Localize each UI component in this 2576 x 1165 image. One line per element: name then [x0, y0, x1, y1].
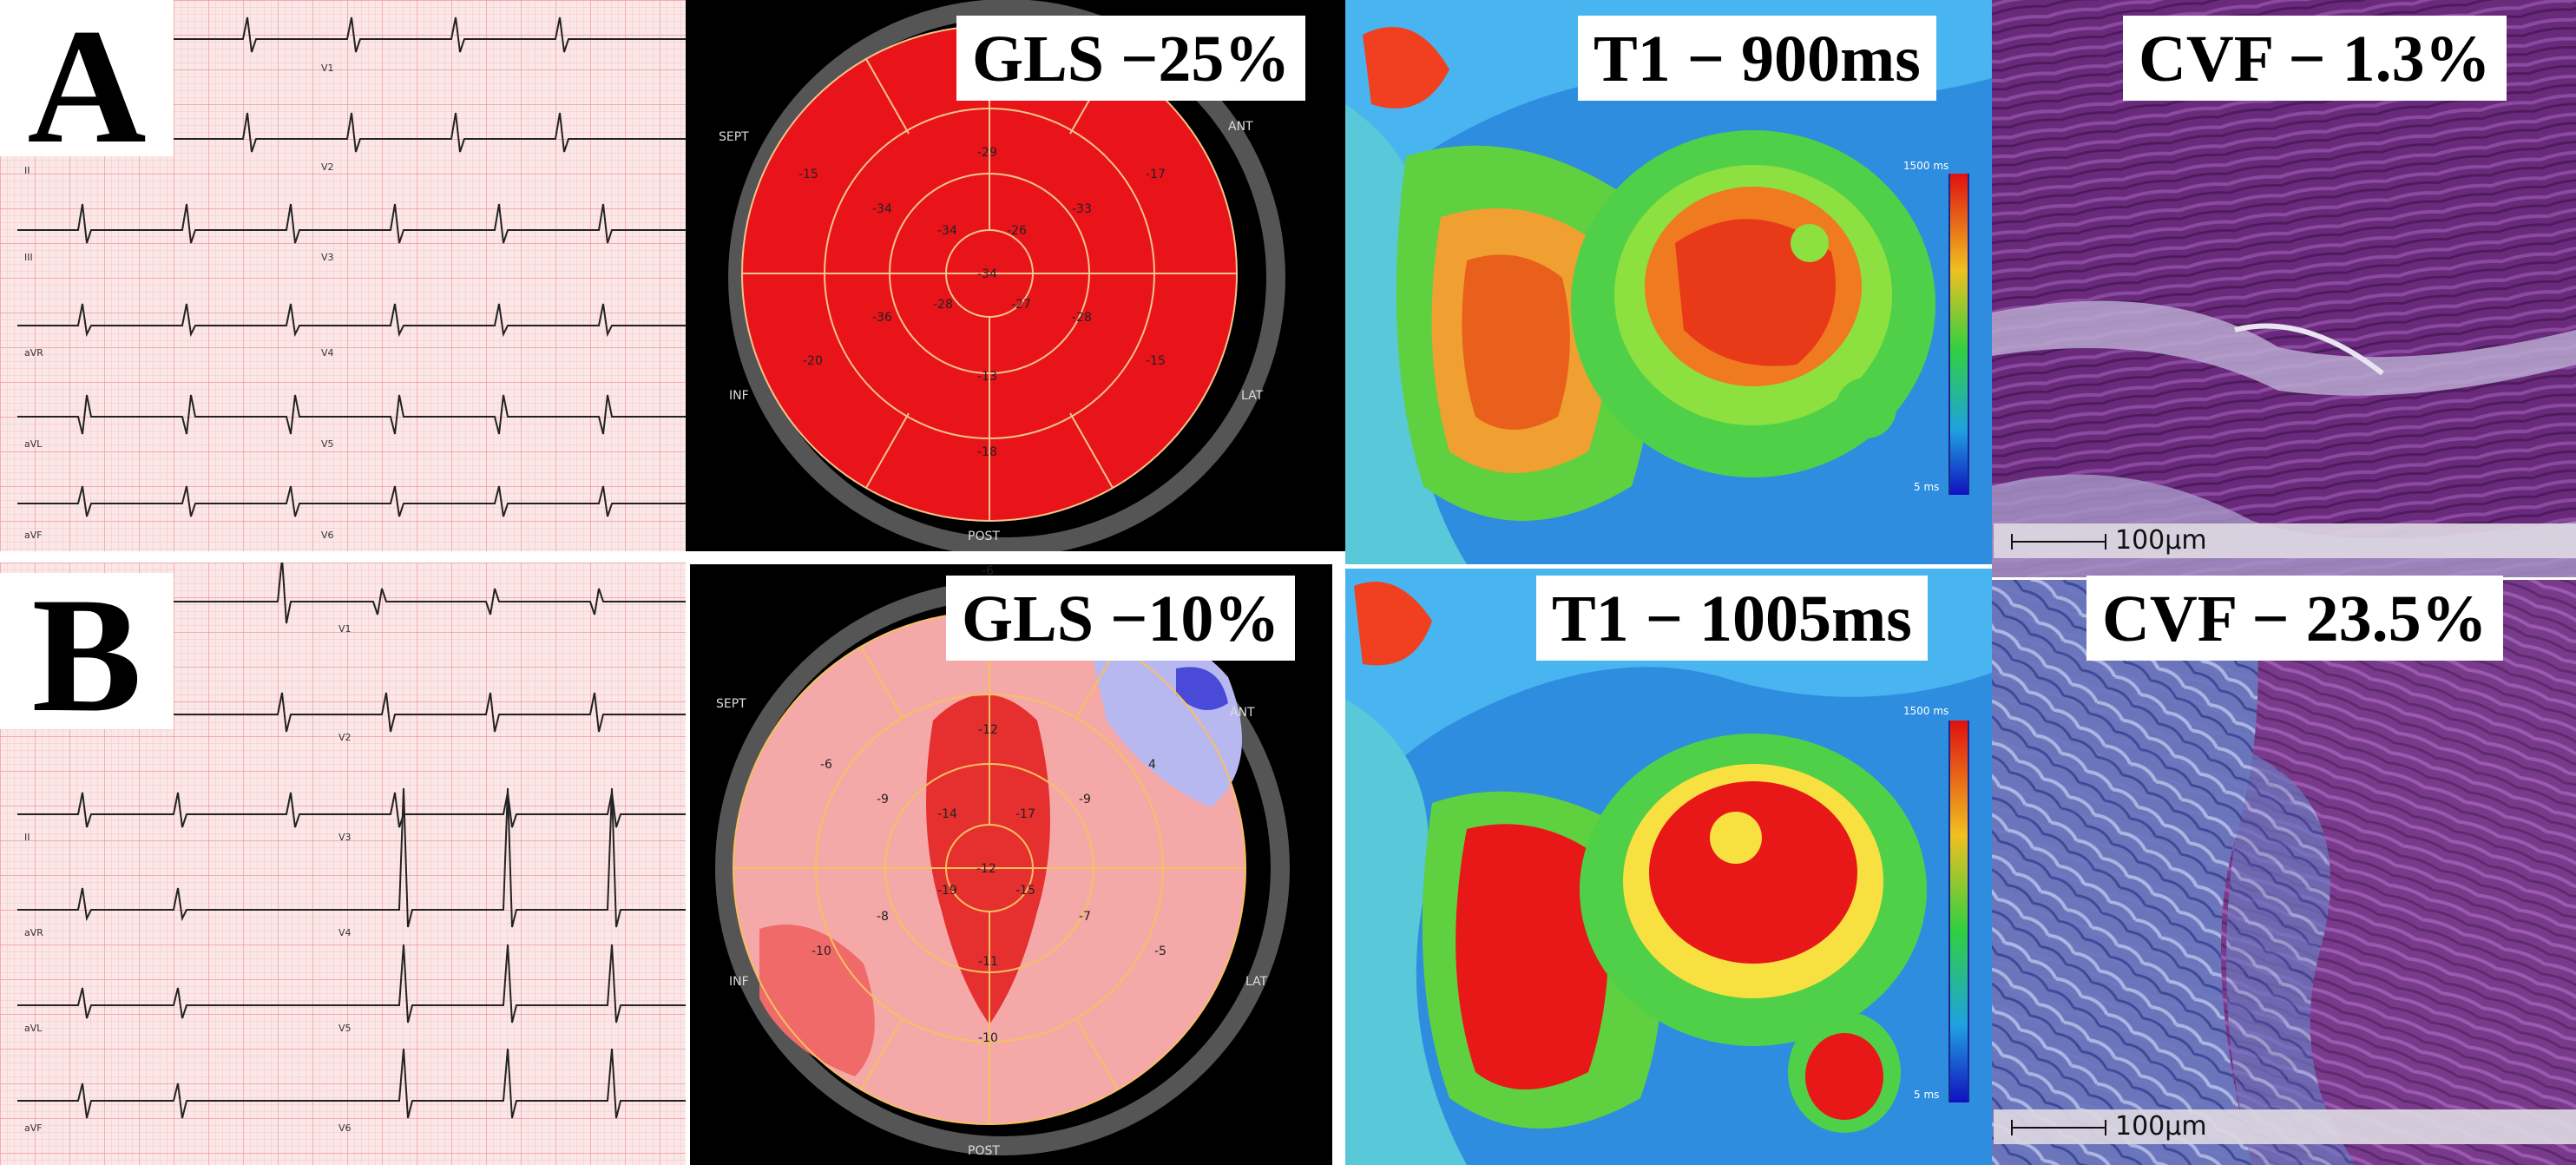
colorbar-max: 1500 ms — [1903, 705, 1948, 717]
ecg-lead-label: V1 — [321, 63, 334, 74]
orientation-label: ANT — [1228, 120, 1253, 134]
orientation-label: LAT — [1241, 389, 1264, 403]
orientation-label: INF — [729, 975, 749, 989]
t1-value-b: T1 − 1005ms — [1536, 576, 1928, 661]
segment-value: -28 — [933, 298, 953, 312]
ecg-lead-label: V1 — [338, 623, 352, 635]
segment-value: -19 — [937, 884, 957, 898]
segment-value: -26 — [1007, 224, 1027, 238]
segment-value: 4 — [1148, 758, 1156, 772]
segment-value: -18 — [977, 445, 997, 459]
segment-value: -15 — [1015, 884, 1035, 898]
segment-value: -9 — [877, 793, 889, 806]
segment-value: -36 — [872, 311, 892, 325]
orientation-label: ANT — [1230, 706, 1255, 720]
segment-value: -34 — [977, 267, 997, 281]
segment-value: -11 — [978, 955, 998, 969]
ecg-lead-label: V3 — [321, 252, 334, 263]
ecg-lead-label: aVL — [24, 438, 43, 450]
gls-value-a: GLS −25% — [956, 16, 1306, 101]
ecg-lead-label: V6 — [321, 530, 334, 541]
scale-bar-a: 100µm — [1994, 523, 2576, 558]
segment-value: -17 — [1146, 168, 1166, 181]
segment-value: -15 — [1146, 354, 1166, 368]
scale-bar-b: 100µm — [1994, 1109, 2576, 1144]
cvf-value-b: CVF − 23.5% — [2086, 576, 2503, 661]
segment-value: -20 — [803, 354, 823, 368]
orientation-label: SEPT — [719, 130, 749, 144]
segment-value: -10 — [978, 1031, 998, 1045]
ecg-lead-label: V2 — [338, 732, 352, 743]
gls-value-b: GLS −10% — [946, 576, 1296, 661]
row-label-b: B — [0, 573, 174, 738]
orientation-label: INF — [729, 389, 749, 403]
colorbar-min: 5 ms — [1914, 481, 1939, 493]
ecg-lead-label: II — [24, 832, 30, 843]
segment-value: -15 — [798, 168, 818, 181]
orientation-label: POST — [968, 1144, 1000, 1158]
cvf-value-a: CVF − 1.3% — [2123, 16, 2507, 101]
orientation-label: POST — [968, 530, 1000, 543]
segment-value: -17 — [1015, 807, 1035, 821]
segment-value: -27 — [1011, 298, 1031, 312]
colorbar-min: 5 ms — [1914, 1089, 1939, 1101]
segment-value: -6 — [820, 758, 832, 772]
segment-value: -7 — [1079, 910, 1091, 924]
segment-value: -8 — [877, 910, 889, 924]
ecg-lead-label: III — [24, 252, 33, 263]
segment-value: -13 — [977, 370, 997, 384]
ecg-lead-label: aVF — [24, 530, 43, 541]
ecg-lead-label: aVF — [24, 1122, 43, 1134]
ecg-lead-label: V3 — [338, 832, 352, 843]
colorbar-max: 1500 ms — [1903, 160, 1948, 172]
t1-value-a: T1 − 900ms — [1578, 16, 1936, 101]
histology-b — [1992, 580, 2576, 1165]
ecg-lead-label: aVR — [24, 347, 43, 359]
ecg-lead-label: V5 — [321, 438, 334, 450]
scale-bar-label: 100µm — [2115, 525, 2207, 556]
scale-bar-label: 100µm — [2115, 1111, 2207, 1142]
ecg-lead-label: II — [24, 165, 30, 176]
strain-bullseye-b: SEPT ANT LAT POST INF -12 -14 -17 -15 -1… — [690, 564, 1332, 1165]
t1-map-b: 1500 ms 5 ms — [1345, 569, 1992, 1165]
ecg-lead-label: V6 — [338, 1122, 352, 1134]
segment-value: -5 — [1154, 945, 1166, 958]
segment-value: -12 — [976, 862, 996, 876]
segment-value: -29 — [977, 146, 997, 160]
ecg-lead-label: V4 — [338, 927, 352, 938]
ecg-lead-label: aVL — [24, 1023, 43, 1034]
segment-value: -34 — [937, 224, 957, 238]
ecg-lead-label: V2 — [321, 161, 334, 173]
ecg-lead-label: V4 — [321, 347, 334, 359]
orientation-label: SEPT — [716, 697, 746, 711]
segment-value: -33 — [1072, 202, 1092, 216]
row-label-a: A — [0, 0, 174, 174]
segment-value: -14 — [937, 807, 957, 821]
segment-value: -28 — [1072, 311, 1092, 325]
segment-value: -34 — [872, 202, 892, 216]
ecg-lead-label: aVR — [24, 927, 43, 938]
segment-value: -6 — [982, 564, 994, 578]
orientation-label: LAT — [1245, 975, 1268, 989]
segment-value: -9 — [1079, 793, 1091, 806]
segment-value: -10 — [812, 945, 831, 958]
segment-value: -12 — [978, 723, 998, 737]
ecg-lead-label: V5 — [338, 1023, 352, 1034]
